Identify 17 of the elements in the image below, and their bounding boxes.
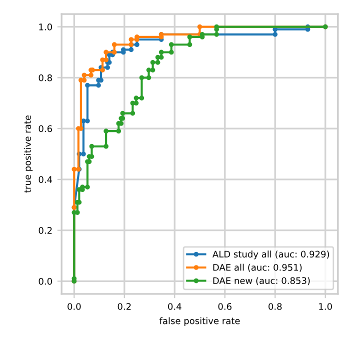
legend-label: ALD study all (auc: 0.929) [212, 250, 330, 260]
legend-label: DAE new (auc: 0.853) [213, 277, 310, 286]
x-tick-label: 0.2 [118, 303, 131, 310]
y-tick-label: 1.0 [39, 24, 52, 30]
legend-label: DAE all (auc: 0.951) [213, 264, 302, 272]
x-tick-label: 0.4 [168, 303, 182, 310]
x-axis-title: false positive rate [159, 317, 240, 326]
x-tick-label: 0.8 [268, 303, 282, 310]
x-tick-label: 0.0 [68, 303, 81, 310]
y-tick-label: 0.8 [38, 74, 52, 82]
y-axis-title: true positive rate [24, 115, 33, 193]
x-tick-label: 1.0 [319, 303, 332, 310]
x-tick-label: 0.6 [218, 303, 232, 310]
y-tick-label: 0.0 [38, 278, 52, 285]
y-tick-label: 0.2 [38, 227, 52, 234]
y-tick-label: 0.6 [38, 125, 52, 132]
y-tick-label: 0.4 [38, 176, 52, 183]
